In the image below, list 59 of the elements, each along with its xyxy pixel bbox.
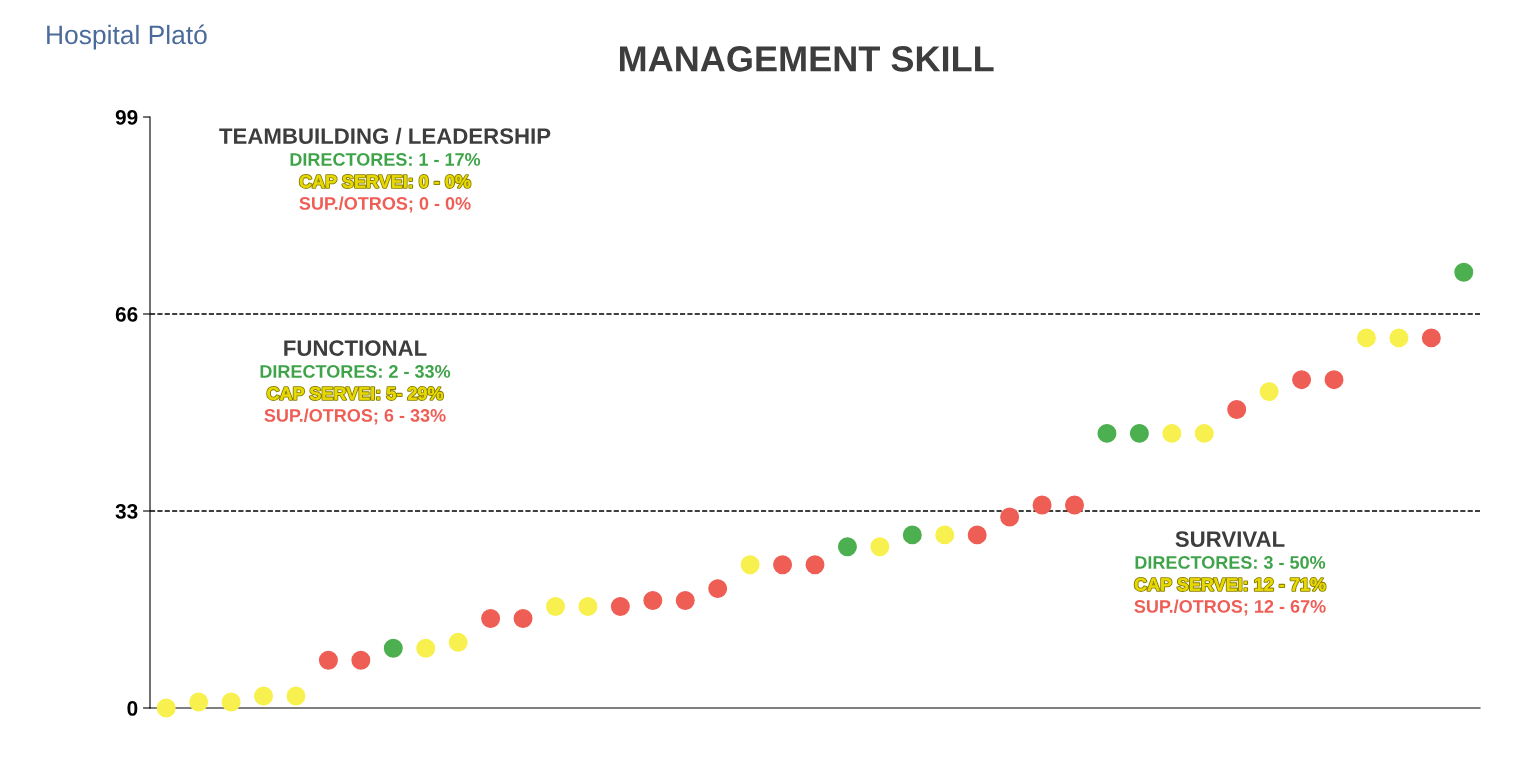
point: [383, 638, 403, 658]
point: [1000, 507, 1020, 527]
point: [189, 692, 209, 712]
point: [156, 698, 176, 718]
point: [935, 525, 955, 545]
annotation: SURVIVAL: [1175, 531, 1285, 547]
point: [1227, 400, 1247, 419]
annotation: CAP SERVEI: 5- 29%: [267, 387, 444, 400]
annotation: FUNCTIONAL: [284, 340, 427, 356]
point: [254, 686, 274, 706]
annotation: DIRECTORES: 3 - 50%: [1135, 556, 1326, 569]
point: [546, 597, 565, 616]
y-tick-label: 0: [127, 701, 138, 716]
point: [1324, 370, 1344, 390]
annotation: TEAMBUILDING / LEADERSHIP: [219, 127, 551, 145]
point: [513, 608, 533, 628]
chart-title: MANAGEMENT SKILL: [619, 46, 994, 72]
point: [318, 650, 338, 670]
point: [610, 597, 630, 616]
point: [773, 555, 793, 575]
point: [708, 579, 728, 599]
point: [578, 597, 598, 616]
point: [1421, 328, 1441, 348]
point: [1454, 262, 1474, 282]
point: [643, 591, 663, 611]
y-tick-label: 33: [115, 504, 138, 519]
point: [481, 608, 501, 628]
annotation: DIRECTORES: 2 - 33%: [260, 365, 451, 378]
point: [1032, 495, 1052, 515]
point: [1292, 370, 1312, 390]
point: [1259, 382, 1279, 402]
point: [967, 525, 987, 545]
point: [1097, 423, 1117, 443]
point: [286, 686, 306, 706]
point: [837, 537, 857, 557]
point: [740, 555, 760, 575]
point: [1356, 328, 1376, 348]
annotation: SUP./OTROS; 6 - 33%: [264, 408, 446, 425]
point: [902, 525, 922, 545]
annotation: DIRECTORES: 1 - 17%: [290, 153, 481, 166]
text: Hospital Plató: [47, 24, 207, 50]
point: [1194, 423, 1214, 443]
annotation: SUP./OTROS; 0 - 0%: [299, 196, 471, 213]
annotation: SUP./OTROS; 12 - 67%: [1134, 599, 1326, 616]
point: [805, 555, 825, 575]
point: [870, 537, 890, 557]
point: [416, 638, 436, 658]
point: [448, 632, 468, 652]
point: [675, 591, 695, 611]
point: [351, 650, 371, 670]
annotation: CAP SERVEI: 0 - 0%: [299, 175, 471, 188]
point: [221, 692, 241, 712]
annotation: CAP SERVEI: 12 - 71%: [1134, 578, 1326, 591]
point: [1389, 328, 1409, 348]
point: [1129, 423, 1149, 443]
point: [1162, 423, 1182, 443]
y-tick-label: 66: [115, 307, 138, 322]
point: [1065, 495, 1084, 515]
y-tick-label: 99: [115, 110, 138, 125]
